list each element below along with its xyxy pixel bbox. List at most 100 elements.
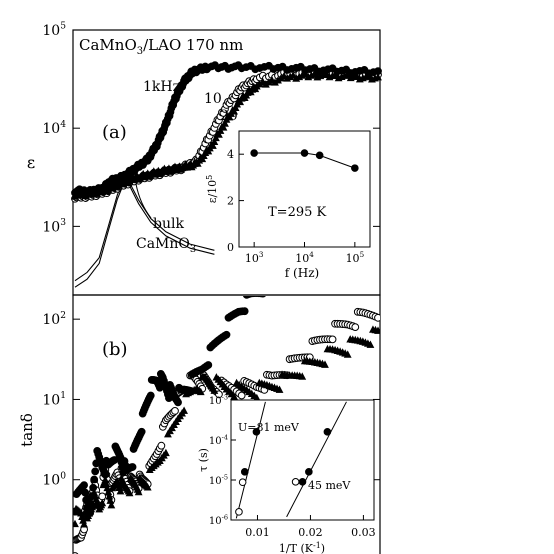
inset-a-point-1 [300,149,309,157]
panel-b-point [247,296,254,298]
panel-b-point [351,323,360,332]
inset-b-x-tick-label-0: 0.01 [245,526,270,539]
panel-b-series-0 [73,296,266,517]
panel-a-point [374,67,382,76]
panel-b-point [81,488,89,497]
inset-a-data [250,149,359,172]
panel-b-point [196,387,205,396]
inset-a-y-tick-label-0: 0 [227,241,234,254]
inset-b-y-tick-label-0: 10-6 [209,514,228,528]
panel-a-label: (a) [102,122,127,143]
panel-a-point [374,72,382,81]
panel-b-y-ticks: 100 101 102 [42,311,380,489]
panel-b-y-tick-label-0: 100 [42,471,66,488]
panel-b-point [249,296,256,298]
panel-a-point [208,141,217,149]
inset-b-point-1-1 [298,478,307,486]
panel-b-point [174,398,182,407]
inset-b-annotation-45: 45 meV [308,479,351,492]
panel-b-point [186,386,195,395]
inset-a-x-tick-label-2: 105 [346,250,365,265]
inset-b-point-1-2 [305,468,313,476]
panel-b-point [101,470,110,479]
inset-b-fit-line-1 [286,401,347,518]
panel-b-point [275,385,284,393]
annotation-10: 10 [204,91,222,107]
panel-b-point [259,296,266,298]
panel-b-point [222,330,231,339]
inset-a-frame [238,130,371,248]
panel-a-y-tick-label-0: 103 [42,218,66,235]
panel-a-inset: 103 104 105 0 2 4 T=295 K f (Hz) ε/105 [205,130,371,280]
inset-a-x-tick-label-1: 104 [295,250,314,265]
panel-b-point [125,488,134,497]
inset-b-point-0-2 [240,468,249,476]
panel-b-point [343,350,352,358]
panel-a-y-tick-label-1: 104 [42,120,66,137]
panel-a-point [221,119,229,127]
panel-b-point [374,313,380,322]
panel-b-point [366,340,375,348]
inset-b-y-tick-label-3: 10-3 [209,394,228,408]
panel-a-title: CaMnO3/LAO 170 nm [79,36,243,57]
panel-b-point [171,406,179,415]
panel-b-point [98,498,107,507]
panel-b-point [134,487,143,496]
panel-b-point [116,487,125,495]
inset-b-point-1-3 [323,428,332,436]
inset-b-data [235,401,347,519]
panel-b-series [73,296,380,554]
inset-b-fit-line-0 [235,401,266,519]
annotation-20: 20 [220,108,238,124]
panel-b-point [162,448,170,457]
annotation-bulk-pointer [135,183,152,219]
panel-b-point [73,519,79,528]
panel-a-point [210,137,219,145]
panel-b-point [321,360,329,368]
panel-a-point [289,71,298,79]
inset-b-y-tick-label-1: 10-5 [209,474,228,488]
inset-a-ylabel: ε/105 [205,175,219,204]
panel-a-point [219,123,228,131]
panel-b-point [128,463,137,471]
panel-b-y-tick-label-1: 101 [42,391,66,408]
panel-b-point [98,492,107,501]
panel-b-point [87,500,96,509]
panel-b-point [180,406,188,414]
panel-b-point [237,391,246,400]
panel-b-point [80,481,88,490]
panel-a-y-ticks: 103 104 105 [42,22,380,235]
inset-a-line [254,152,355,169]
inset-a-annotation: T=295 K [268,205,327,220]
inset-a-point-2 [315,151,324,160]
panel-b-point [257,296,264,298]
inset-b-x-tick-label-2: 0.03 [351,526,376,539]
panel-b-frame [72,294,381,554]
inset-b-point-0-0 [235,508,243,516]
panel-b-point [86,509,95,517]
inset-b-y-tick-label-2: 10-4 [209,434,228,448]
inset-a-x-tick-label-0: 103 [245,250,264,265]
panel-b-point [89,483,98,492]
panel-b-point [240,307,249,316]
panel-b-point [210,386,219,394]
panel-b-point [137,427,146,436]
inset-b-frame [230,399,375,521]
panel-b-point [80,520,88,528]
inset-b-point-1-0 [291,478,300,486]
panel-a-y-tick-label-2: 105 [42,22,66,39]
inset-b-point-0-3 [252,428,261,436]
panel-b-label: (b) [102,339,128,360]
inset-a-y-tick-label-1: 2 [227,195,234,208]
panel-a-point [215,130,223,138]
panel-b-inset: 0.01 0.02 0.03 10-6 10-5 10-4 10-3 U=81 meV 45… [197,394,376,554]
panel-a-ylabel: ε [27,153,35,172]
inset-b-point-0-1 [238,478,247,487]
inset-a-xlabel: f (Hz) [285,266,319,280]
inset-a-point-3 [351,164,359,172]
panel-b-point [88,492,97,500]
inset-a-ticks: 103 104 105 0 2 4 [227,148,364,265]
panel-b-point [90,475,99,484]
